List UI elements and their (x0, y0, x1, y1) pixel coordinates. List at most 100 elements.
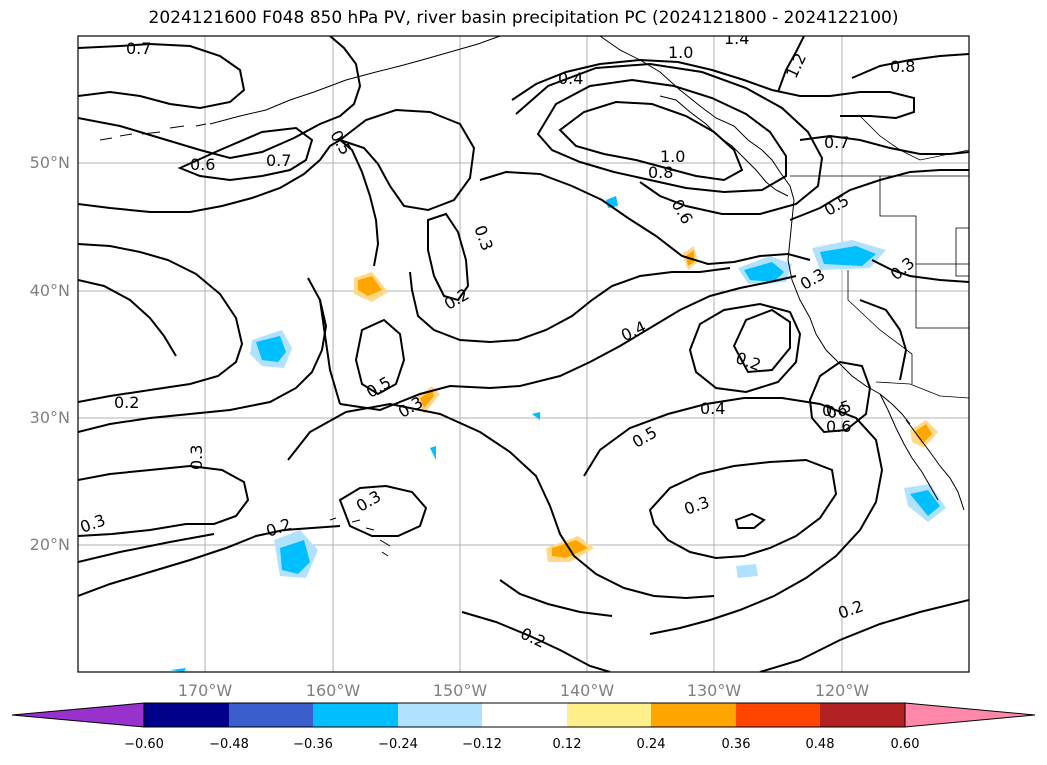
colorbar-segment (398, 703, 482, 727)
shade-neg-9 (430, 446, 436, 460)
contour-label: 0.3 (187, 445, 206, 470)
colorbar-segment (736, 703, 820, 727)
lon-label-130w: 130°W (686, 681, 742, 700)
coast-mexico (905, 419, 965, 511)
shade-neg-8 (532, 412, 540, 420)
colorbar-tick: 0.36 (721, 737, 751, 752)
coast-alaska (209, 36, 501, 125)
contour-03-inner (648, 458, 838, 560)
colorbar-outline (143, 702, 906, 728)
shade-neg-10 (170, 668, 186, 672)
lat-label-30n: 30°N (29, 408, 70, 427)
contour-02-se (759, 599, 969, 672)
coast-aleutians (99, 123, 207, 141)
pv-contours (78, 36, 969, 672)
colorbar-tick: −0.48 (209, 737, 249, 752)
contour-label: 0.7 (126, 39, 151, 58)
contour-03-hawaii (338, 484, 428, 537)
contour-label: 0.6 (822, 401, 847, 420)
colorbar (11, 702, 1036, 728)
shade-neg-3-core (744, 262, 784, 282)
border-great-basin (955, 227, 969, 277)
contour-label: 0.2 (114, 393, 139, 412)
colorbar-tick: 0.48 (805, 737, 835, 752)
contour-03-ne (871, 259, 969, 283)
coastlines (99, 36, 965, 557)
contour-02-lower (461, 611, 611, 672)
contour-04-west (78, 279, 177, 357)
contour-label: 0.4 (700, 399, 725, 418)
colorbar-segment (482, 703, 567, 727)
contour-05-ne (789, 169, 969, 221)
colorbar-tick: −0.36 (293, 737, 333, 752)
contour-04-south (287, 402, 715, 600)
colorbar-extend-high (904, 702, 1036, 728)
colorbar-tick: −0.12 (462, 737, 502, 752)
contour-label: 0.6 (826, 417, 851, 436)
contour-02-south (78, 525, 341, 597)
contour-08-far-ne (851, 53, 969, 79)
lat-label-20n: 20°N (29, 535, 70, 554)
contour-05-south-loop (583, 397, 884, 635)
contour-03-south (78, 464, 250, 537)
colorbar-tick: −0.60 (124, 737, 164, 752)
coast-southeast-alaska (599, 36, 795, 201)
colorbar-segment (313, 703, 398, 727)
border-state-1 (879, 176, 969, 265)
shade-neg-2-core (280, 540, 310, 574)
contour-label: 1.4 (724, 29, 749, 48)
shade-neg-5-core (910, 490, 940, 516)
shade-neg-1-core (256, 336, 286, 362)
contour-label: 0.6 (190, 155, 215, 174)
shade-pos-2-core (420, 390, 434, 408)
contour-03-blob (427, 212, 470, 302)
border-us-mexico (875, 381, 969, 399)
map-panel: 0.7 0.6 0.7 0.5 0.4 1.0 1.4 1.2 0.8 0.7 … (77, 29, 970, 673)
colorbar-tick: 0.12 (552, 737, 582, 752)
contour-label: 0.7 (266, 151, 291, 170)
contour-05-east (859, 299, 908, 381)
lon-label-120w: 120°W (814, 681, 870, 700)
contour-03-west (78, 277, 328, 433)
colorbar-segment (144, 703, 229, 727)
contour-04-north-central (479, 170, 811, 266)
colorbar-tick: 0.24 (636, 737, 666, 752)
contour-label: 1.0 (668, 43, 693, 62)
colorbar-tick: 0.60 (890, 737, 920, 752)
contour-02-small (734, 512, 766, 529)
lon-label-150w: 150°W (432, 681, 488, 700)
shade-neg-6 (736, 564, 758, 578)
contour-10-ring (558, 100, 744, 182)
contour-02-central (409, 267, 731, 344)
contour-label: 0.7 (824, 133, 849, 152)
lat-label-50n: 50°N (29, 153, 70, 172)
colorbar-segment (229, 703, 313, 727)
contour-04-loop (688, 302, 802, 394)
border-state-2 (915, 264, 969, 329)
colorbar-segment (820, 703, 905, 727)
contour-04-central (339, 275, 797, 412)
colorbar-segment (651, 703, 736, 727)
contour-02-southwest (78, 533, 215, 563)
coast-baja (879, 393, 939, 501)
contour-07-ne (799, 134, 969, 155)
contour-07-north (78, 42, 246, 110)
contour-label: 0.4 (558, 69, 583, 88)
lon-label-170w: 170°W (177, 681, 233, 700)
contour-06-loop (808, 360, 872, 434)
coast-us-west (787, 199, 911, 425)
contour-02-west (78, 243, 244, 403)
precip-shading (170, 196, 946, 672)
shade-pos-5-core (914, 424, 932, 444)
colorbar-extend-low (11, 702, 145, 728)
lon-label-140w: 140°W (559, 681, 615, 700)
contour-05-west (78, 138, 380, 267)
map-border (77, 35, 970, 673)
contour-04-ne (511, 58, 915, 120)
border-state-3 (847, 270, 913, 384)
contour-07-loop (177, 126, 314, 182)
shade-pos-1-core (358, 276, 382, 296)
contour-08-ring (536, 78, 787, 194)
contour-label: 1.0 (660, 147, 685, 166)
